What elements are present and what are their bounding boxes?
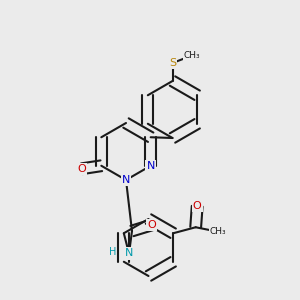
Text: O: O: [193, 201, 202, 211]
Text: CH₃: CH₃: [210, 227, 226, 236]
Text: N: N: [125, 248, 133, 259]
Text: CH₃: CH₃: [184, 51, 200, 60]
Text: S: S: [169, 58, 176, 68]
Text: O: O: [147, 220, 156, 230]
Text: H: H: [109, 247, 116, 257]
Text: N: N: [122, 175, 130, 185]
Text: O: O: [77, 164, 86, 174]
Text: N: N: [146, 161, 155, 171]
